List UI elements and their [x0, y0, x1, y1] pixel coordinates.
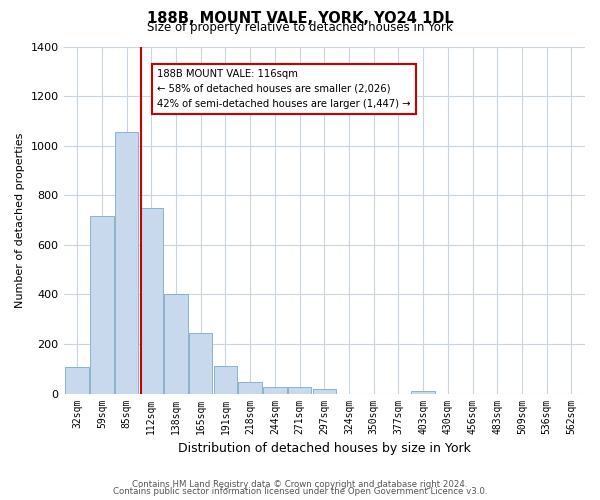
Bar: [288, 387, 311, 394]
Bar: [189, 333, 212, 394]
Bar: [65, 367, 89, 394]
Bar: [90, 216, 113, 394]
Bar: [140, 208, 163, 394]
Text: Contains HM Land Registry data © Crown copyright and database right 2024.: Contains HM Land Registry data © Crown c…: [132, 480, 468, 489]
Bar: [238, 382, 262, 394]
Text: Contains public sector information licensed under the Open Government Licence v3: Contains public sector information licen…: [113, 487, 487, 496]
Text: 188B MOUNT VALE: 116sqm
← 58% of detached houses are smaller (2,026)
42% of semi: 188B MOUNT VALE: 116sqm ← 58% of detache…: [157, 69, 411, 108]
Bar: [263, 387, 287, 394]
Bar: [115, 132, 139, 394]
Text: 188B, MOUNT VALE, YORK, YO24 1DL: 188B, MOUNT VALE, YORK, YO24 1DL: [146, 11, 454, 26]
Bar: [164, 294, 188, 394]
Bar: [313, 388, 336, 394]
X-axis label: Distribution of detached houses by size in York: Distribution of detached houses by size …: [178, 442, 471, 455]
Bar: [214, 366, 237, 394]
Bar: [412, 391, 435, 394]
Y-axis label: Number of detached properties: Number of detached properties: [15, 132, 25, 308]
Text: Size of property relative to detached houses in York: Size of property relative to detached ho…: [147, 22, 453, 35]
